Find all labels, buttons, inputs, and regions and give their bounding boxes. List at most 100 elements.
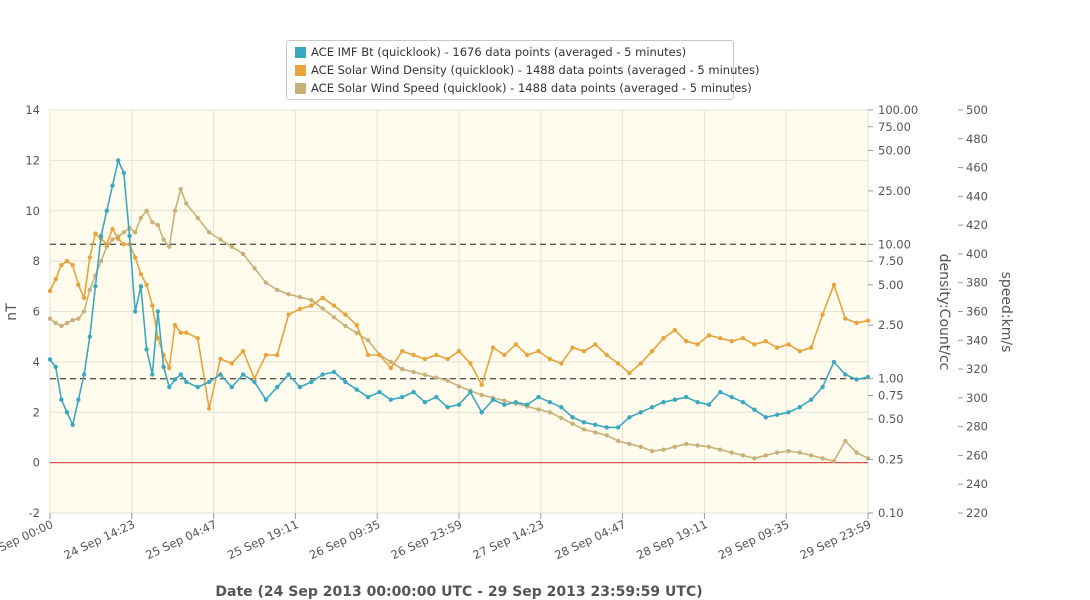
data-point <box>167 244 172 249</box>
data-point <box>354 330 359 336</box>
y-speed-tick-label: 280 <box>966 420 988 434</box>
data-point <box>206 230 212 235</box>
data-point <box>309 297 314 303</box>
data-point <box>343 312 348 317</box>
legend-item-density[interactable]: ACE Solar Wind Density (quicklook) - 148… <box>295 62 759 78</box>
data-point <box>286 372 291 377</box>
data-point <box>684 394 689 400</box>
data-point <box>684 339 689 344</box>
data-point <box>649 405 655 410</box>
data-point <box>53 320 58 326</box>
data-point <box>865 318 871 323</box>
data-point <box>320 295 325 300</box>
data-point <box>559 415 564 421</box>
data-point <box>627 415 632 420</box>
data-point <box>98 258 104 264</box>
data-point <box>479 392 484 398</box>
data-point <box>275 352 280 358</box>
y-speed-tick-label: 220 <box>966 506 988 520</box>
legend-swatch <box>295 64 306 76</box>
data-point <box>47 357 53 362</box>
data-point <box>93 231 98 236</box>
data-point <box>121 170 127 176</box>
data-point <box>144 282 149 287</box>
data-point <box>456 349 462 354</box>
data-point <box>490 397 496 402</box>
data-point <box>138 271 144 277</box>
y-left-tick-label: 10 <box>25 204 40 218</box>
legend-item-imf-bt[interactable]: ACE IMF Bt (quicklook) - 1676 data point… <box>295 44 686 60</box>
data-point <box>718 389 723 395</box>
data-point <box>422 372 428 377</box>
data-point <box>144 347 149 352</box>
data-point <box>672 444 678 449</box>
y-left-tick-label: 4 <box>33 355 40 369</box>
data-point <box>161 237 166 242</box>
y-speed-tick-label: 300 <box>966 391 988 405</box>
data-point <box>706 333 712 338</box>
data-point <box>365 338 371 343</box>
y-axis-left-title: nT <box>4 303 20 321</box>
data-point <box>275 384 280 390</box>
data-point <box>570 421 575 426</box>
x-tick-label: 24 Sep 14:23 <box>62 517 137 562</box>
x-tick-label: 26 Sep 09:35 <box>307 517 382 562</box>
data-point <box>706 444 712 449</box>
data-point <box>672 397 678 402</box>
data-point <box>76 282 81 287</box>
data-point <box>615 425 621 430</box>
data-point <box>740 453 746 458</box>
data-point <box>752 407 757 412</box>
data-point <box>695 443 700 448</box>
legend-swatch <box>295 46 306 58</box>
data-point <box>263 280 269 285</box>
data-point <box>286 292 291 297</box>
data-point <box>121 242 127 247</box>
data-point <box>70 317 75 323</box>
data-point <box>167 384 172 390</box>
data-point <box>110 226 115 232</box>
data-point <box>76 397 81 402</box>
x-tick-label: 28 Sep 04:47 <box>552 517 627 562</box>
data-point <box>229 361 234 366</box>
data-point <box>70 422 75 427</box>
data-point <box>155 336 161 341</box>
data-point <box>831 282 837 287</box>
data-point <box>604 352 609 358</box>
data-point <box>411 352 416 358</box>
data-point <box>581 349 587 354</box>
y-density-tick-label: 75.00 <box>878 120 911 134</box>
data-point <box>559 361 564 366</box>
data-point <box>854 450 859 455</box>
data-point <box>331 315 337 320</box>
y-left-tick-label: 8 <box>33 254 40 268</box>
y-axis-density-title: density:Count/cc <box>936 254 952 371</box>
data-point <box>206 406 212 411</box>
data-point <box>218 356 223 362</box>
data-point <box>178 372 183 377</box>
data-point <box>752 456 757 461</box>
data-point <box>649 448 655 454</box>
y-density-tick-label: 0.10 <box>878 506 904 520</box>
data-point <box>684 441 689 447</box>
data-point <box>309 303 314 308</box>
data-point <box>593 430 598 435</box>
data-point <box>729 394 734 400</box>
data-point <box>809 345 814 350</box>
data-point <box>263 352 269 358</box>
y-density-tick-label: 2.50 <box>878 318 904 332</box>
data-point <box>64 320 70 326</box>
y-left-tick-label: 14 <box>25 103 40 117</box>
y-density-tick-label: 10.00 <box>878 237 911 251</box>
x-tick-label: 27 Sep 14:23 <box>471 517 546 562</box>
x-tick-label: 29 Sep 23:59 <box>798 517 873 562</box>
data-point <box>133 309 138 314</box>
data-point <box>729 450 734 455</box>
data-point <box>81 295 87 300</box>
data-point <box>121 230 127 235</box>
data-point <box>93 284 98 289</box>
data-point <box>570 415 575 420</box>
legend-item-speed[interactable]: ACE Solar Wind Speed (quicklook) - 1488 … <box>295 80 752 96</box>
data-point <box>240 372 246 377</box>
data-point <box>297 384 303 390</box>
